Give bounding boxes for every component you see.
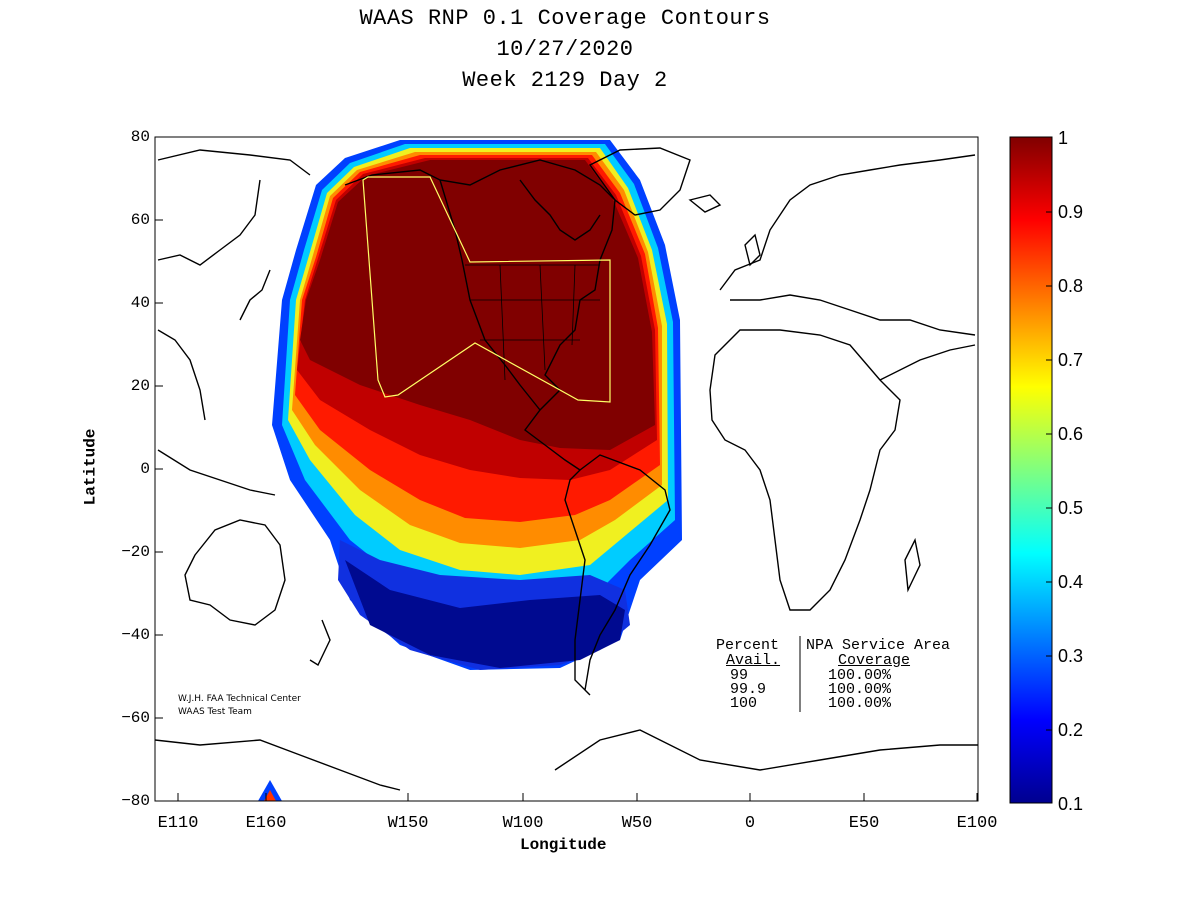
table-row-coverage: 100.00% bbox=[828, 695, 892, 712]
colorbar-tick: 0.7 bbox=[1058, 350, 1084, 370]
table-row-coverage: 100.00% bbox=[828, 667, 892, 684]
x-tick: E160 bbox=[245, 814, 287, 833]
y-tick: −80 bbox=[121, 792, 150, 810]
coverage-south-lobe-dark bbox=[345, 560, 625, 668]
axis-ticks bbox=[155, 136, 978, 801]
table-col1-header: Percent bbox=[716, 637, 780, 654]
credit-line-2: WAAS Test Team bbox=[178, 707, 252, 717]
colorbar-tick: 0.9 bbox=[1058, 202, 1084, 222]
table-col1-sub: Avail. bbox=[726, 652, 781, 669]
coverage-contours bbox=[155, 140, 978, 801]
credit-line-1: W.J.H. FAA Technical Center bbox=[178, 694, 301, 704]
y-tick: −20 bbox=[121, 543, 150, 561]
colorbar-tick: 0.6 bbox=[1058, 424, 1084, 444]
y-tick: 80 bbox=[130, 128, 150, 146]
chart-title: WAAS RNP 0.1 Coverage Contours bbox=[359, 6, 771, 31]
x-tick: W50 bbox=[621, 814, 653, 833]
x-tick: 0 bbox=[744, 814, 756, 833]
x-tick: E110 bbox=[157, 814, 199, 833]
chart-date: 10/27/2020 bbox=[496, 37, 634, 62]
table-row-avail: 99.9 bbox=[730, 681, 767, 698]
coverage-antarctic-patch-inner bbox=[264, 790, 276, 801]
colorbar bbox=[1009, 136, 1053, 804]
table-row-coverage: 100.00% bbox=[828, 681, 892, 698]
coverage-core-darkred bbox=[300, 160, 655, 450]
colorbar-tick: 0.5 bbox=[1058, 498, 1084, 518]
y-tick: −40 bbox=[121, 626, 150, 644]
y-tick: 60 bbox=[130, 211, 150, 229]
x-axis-label: Longitude bbox=[520, 836, 607, 854]
colorbar-tick: 0.8 bbox=[1058, 276, 1084, 296]
coastlines bbox=[155, 147, 978, 791]
colorbar-tick: 0.3 bbox=[1058, 646, 1084, 666]
colorbar-tick: 0.2 bbox=[1058, 720, 1084, 740]
y-axis-label: Latitude bbox=[81, 428, 100, 506]
x-tick: W100 bbox=[502, 814, 544, 833]
table-col2-sub: Coverage bbox=[838, 652, 911, 669]
colorbar-tick: 1 bbox=[1058, 128, 1069, 148]
colorbar-ticks bbox=[1046, 211, 1052, 731]
y-tick: 40 bbox=[130, 294, 150, 312]
colorbar-tick: 0.1 bbox=[1058, 794, 1084, 814]
table-row-avail: 99 bbox=[730, 667, 749, 684]
table-col2-header: NPA Service Area bbox=[806, 637, 951, 654]
y-tick: −60 bbox=[121, 709, 150, 727]
x-tick: E50 bbox=[848, 814, 880, 833]
y-tick: 20 bbox=[130, 377, 150, 395]
service-area-outline bbox=[362, 176, 611, 403]
colorbar-tick: 0.4 bbox=[1058, 572, 1084, 592]
x-tick: W150 bbox=[387, 814, 429, 833]
chart-week: Week 2129 Day 2 bbox=[462, 68, 668, 93]
y-tick: 0 bbox=[140, 460, 150, 478]
table-row-avail: 100 bbox=[730, 695, 758, 712]
x-tick: E100 bbox=[956, 814, 998, 833]
